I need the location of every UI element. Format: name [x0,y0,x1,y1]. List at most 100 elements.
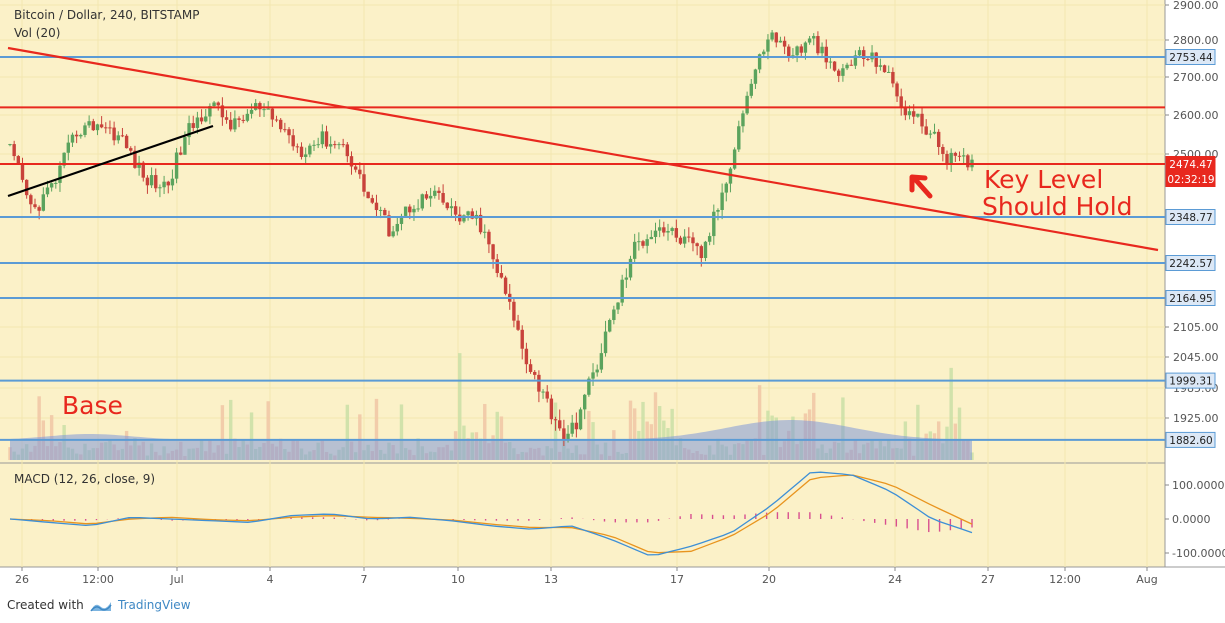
candle-body [695,243,699,247]
candle-body [328,144,333,147]
candle-body [924,126,928,135]
volume-bar [949,367,953,460]
macd-pane-bg [0,463,1165,567]
candle-body [29,195,33,205]
time-axis[interactable]: 26 12:00 Jul 4 7 10 13 17 20 24 27 12:00 Aug [15,567,1158,586]
candle-body [703,241,708,259]
chart-canvas[interactable]: 2900.002800.002700.002600.002500.002105.… [0,0,1225,591]
candle-body [899,96,903,108]
candle-body [137,162,141,168]
candle-body [283,129,287,131]
price-tick-label: 2045.00 [1173,351,1219,364]
candle-body [932,131,937,134]
candle-body [524,348,529,365]
candle-body [741,113,745,127]
candle-body [95,124,100,131]
price-tick-label: 2600.00 [1173,109,1219,122]
candle-body [58,165,62,183]
candle-body [541,391,545,393]
tradingview-brand-link[interactable]: TradingView [118,598,191,612]
candle-body [728,168,733,184]
price-tag-label: 2164.95 [1169,293,1212,305]
candle-body [237,118,241,120]
candle-body [824,46,828,63]
candle-body [8,144,12,146]
candle-body [162,181,166,188]
candle-body [645,239,649,246]
candle-body [516,320,520,330]
candle-body [312,144,316,146]
price-tag-label: 1882.60 [1169,435,1212,447]
candle-body [957,155,962,157]
candle-body [916,113,920,117]
candle-body [670,228,674,231]
time-tick-label: 17 [670,573,684,586]
descending-trendline[interactable] [7,46,1159,252]
candle-body [270,108,275,120]
candle-body [653,230,658,237]
candle-body [816,36,820,54]
candle-body [262,109,266,111]
volume-bar [957,407,962,460]
candle-body [233,118,237,130]
candle-body [591,372,595,379]
candle-body [920,113,924,127]
candle-body [545,391,549,399]
candle-body [345,144,350,157]
candle-body [478,214,483,233]
signal-line [9,474,973,554]
candle-body [20,164,25,180]
candle-body [749,83,753,96]
candle-body [637,241,641,243]
time-tick-label: 10 [451,573,465,586]
candle-body [870,52,874,60]
candle-body [487,231,491,245]
candle-body [882,65,887,73]
candle-body [520,329,524,349]
candle-body [179,152,183,155]
candle-body [691,237,695,244]
candle-body [124,135,129,149]
candle-body [466,211,470,216]
time-tick-label: 26 [15,573,29,586]
candle-body [191,123,195,128]
price-tick-label: 2700.00 [1173,71,1219,84]
candle-body [120,135,125,137]
candle-body [395,223,399,232]
candle-body [657,227,662,231]
candle-body [116,135,120,141]
price-tag-box [1165,156,1216,187]
trendlines[interactable] [7,46,1159,252]
candle-body [911,111,916,117]
candle-body [104,127,108,129]
footer: Created with TradingView [0,591,1225,623]
tradingview-logo-icon[interactable] [89,599,113,613]
candle-body [249,109,254,114]
candle-body [378,209,383,211]
price-tag-label: 2474.47 [1169,159,1212,171]
volume-bar [916,404,920,460]
price-tag-box [1165,49,1216,65]
time-tick-label: 12:00 [1049,573,1081,586]
ascending-trendline[interactable] [7,124,214,198]
volume-bar [220,405,225,460]
candle-body [16,156,21,165]
candle-body [24,179,29,196]
candle-body [928,133,933,135]
candle-body [212,102,216,107]
candle-body [445,202,449,209]
volume-bar [632,408,637,460]
candle-body [866,58,870,60]
candle-body [274,119,279,121]
candle-body [503,277,508,294]
candle-body [424,194,429,199]
candle-body [12,144,16,157]
volume-bar [553,402,558,460]
candle-body [949,152,953,165]
candle-body [732,149,737,169]
candle-body [324,131,329,147]
candle-body [549,398,554,420]
candle-body [83,125,87,135]
volume-bar [499,416,504,460]
candle-body [558,420,562,429]
